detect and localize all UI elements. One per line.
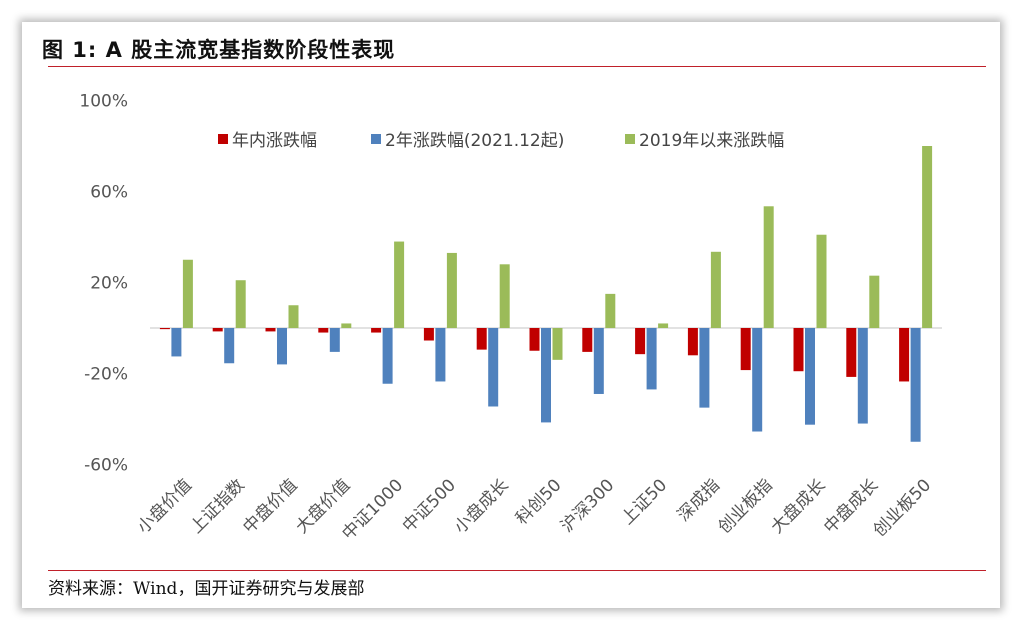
bar bbox=[805, 328, 815, 425]
bar bbox=[899, 328, 910, 382]
bar bbox=[329, 328, 340, 352]
bar bbox=[529, 328, 540, 351]
bar bbox=[435, 328, 446, 382]
x-tick-label: 大盘成长 bbox=[767, 475, 829, 537]
x-tick-label: 中证500 bbox=[399, 475, 460, 536]
legend-swatch bbox=[371, 134, 381, 144]
bar bbox=[541, 328, 551, 423]
bar bbox=[265, 328, 276, 332]
bar bbox=[371, 328, 382, 333]
legend-swatch bbox=[218, 134, 228, 144]
bar bbox=[159, 328, 170, 330]
source-note: 资料来源：Wind，国开证券研究与发展部 bbox=[48, 579, 365, 599]
x-tick-label: 深成指 bbox=[674, 475, 724, 525]
y-tick-label: 20% bbox=[90, 274, 128, 294]
y-tick-label: -60% bbox=[84, 456, 128, 476]
bar bbox=[277, 328, 287, 365]
bar bbox=[687, 328, 698, 356]
bar bbox=[658, 323, 669, 328]
x-tick-label: 创业板指 bbox=[715, 475, 777, 537]
y-tick-label: -20% bbox=[84, 365, 128, 385]
bar bbox=[171, 328, 182, 357]
x-tick-label: 上证50 bbox=[618, 475, 671, 528]
bar bbox=[740, 328, 751, 371]
bar bbox=[341, 323, 352, 328]
bar bbox=[605, 293, 616, 328]
bar bbox=[382, 328, 393, 384]
bar bbox=[582, 328, 593, 352]
legend-swatch bbox=[625, 134, 635, 144]
x-tick-label: 上证指数 bbox=[187, 475, 249, 537]
legend-label: 年内涨跌幅 bbox=[232, 131, 317, 151]
bar bbox=[710, 251, 721, 328]
bar bbox=[552, 328, 563, 360]
bar bbox=[646, 328, 657, 390]
bar bbox=[922, 146, 933, 328]
x-tick-label: 小盘成长 bbox=[451, 475, 513, 537]
bar bbox=[635, 328, 646, 355]
source-divider bbox=[48, 570, 986, 571]
bar bbox=[816, 234, 827, 328]
bar bbox=[846, 328, 857, 377]
bar bbox=[869, 275, 880, 328]
y-tick-label: 100% bbox=[79, 92, 128, 112]
bar bbox=[288, 305, 299, 328]
bar bbox=[224, 328, 235, 364]
bar bbox=[235, 280, 246, 328]
y-axis: 100% 60% 20% -20% -60% bbox=[79, 92, 128, 476]
bar bbox=[318, 328, 329, 333]
x-tick-label: 沪深300 bbox=[557, 475, 618, 536]
bar bbox=[476, 328, 487, 350]
bar bbox=[488, 328, 499, 407]
bar bbox=[699, 328, 710, 408]
y-tick-label: 60% bbox=[90, 183, 128, 203]
legend-label: 2年涨跌幅(2021.12起) bbox=[385, 131, 564, 151]
x-tick-label: 中盘价值 bbox=[239, 475, 301, 537]
bar bbox=[499, 264, 510, 328]
bar bbox=[763, 206, 774, 328]
x-tick-label: 小盘价值 bbox=[134, 475, 196, 537]
bar bbox=[857, 328, 868, 424]
bar bbox=[394, 241, 405, 328]
bar bbox=[910, 328, 921, 442]
bar bbox=[423, 328, 434, 341]
bar bbox=[182, 259, 193, 328]
x-tick-label: 创业板50 bbox=[870, 475, 936, 541]
bar bbox=[593, 328, 604, 394]
title-divider bbox=[48, 66, 986, 67]
legend-label: 2019年以来涨跌幅 bbox=[639, 131, 784, 151]
bar bbox=[793, 328, 804, 372]
bar bbox=[446, 252, 457, 328]
figure-title: 图 1: A 股主流宽基指数阶段性表现 bbox=[42, 38, 396, 62]
legend: 年内涨跌幅 2年涨跌幅(2021.12起) 2019年以来涨跌幅 bbox=[218, 131, 784, 151]
bar bbox=[752, 328, 763, 432]
bars bbox=[159, 146, 933, 442]
bar bbox=[212, 328, 223, 332]
